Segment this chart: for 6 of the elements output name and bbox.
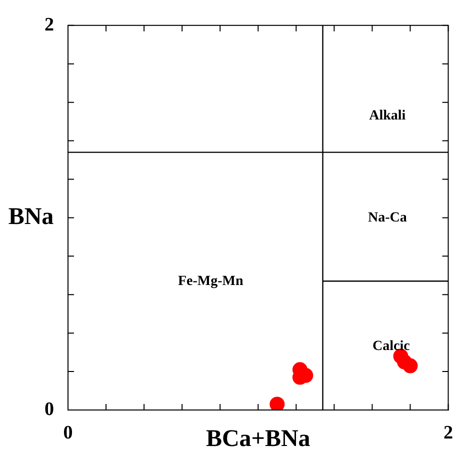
annotation: Fe-Mg-Mn [178,274,244,289]
y-axis-title: BNa [8,204,54,230]
annotation: Calcic [372,339,410,354]
annotation: Na-Ca [368,210,407,226]
x-axis-title: BCa+BNa [206,426,310,452]
annotation: Alkali [369,108,406,124]
